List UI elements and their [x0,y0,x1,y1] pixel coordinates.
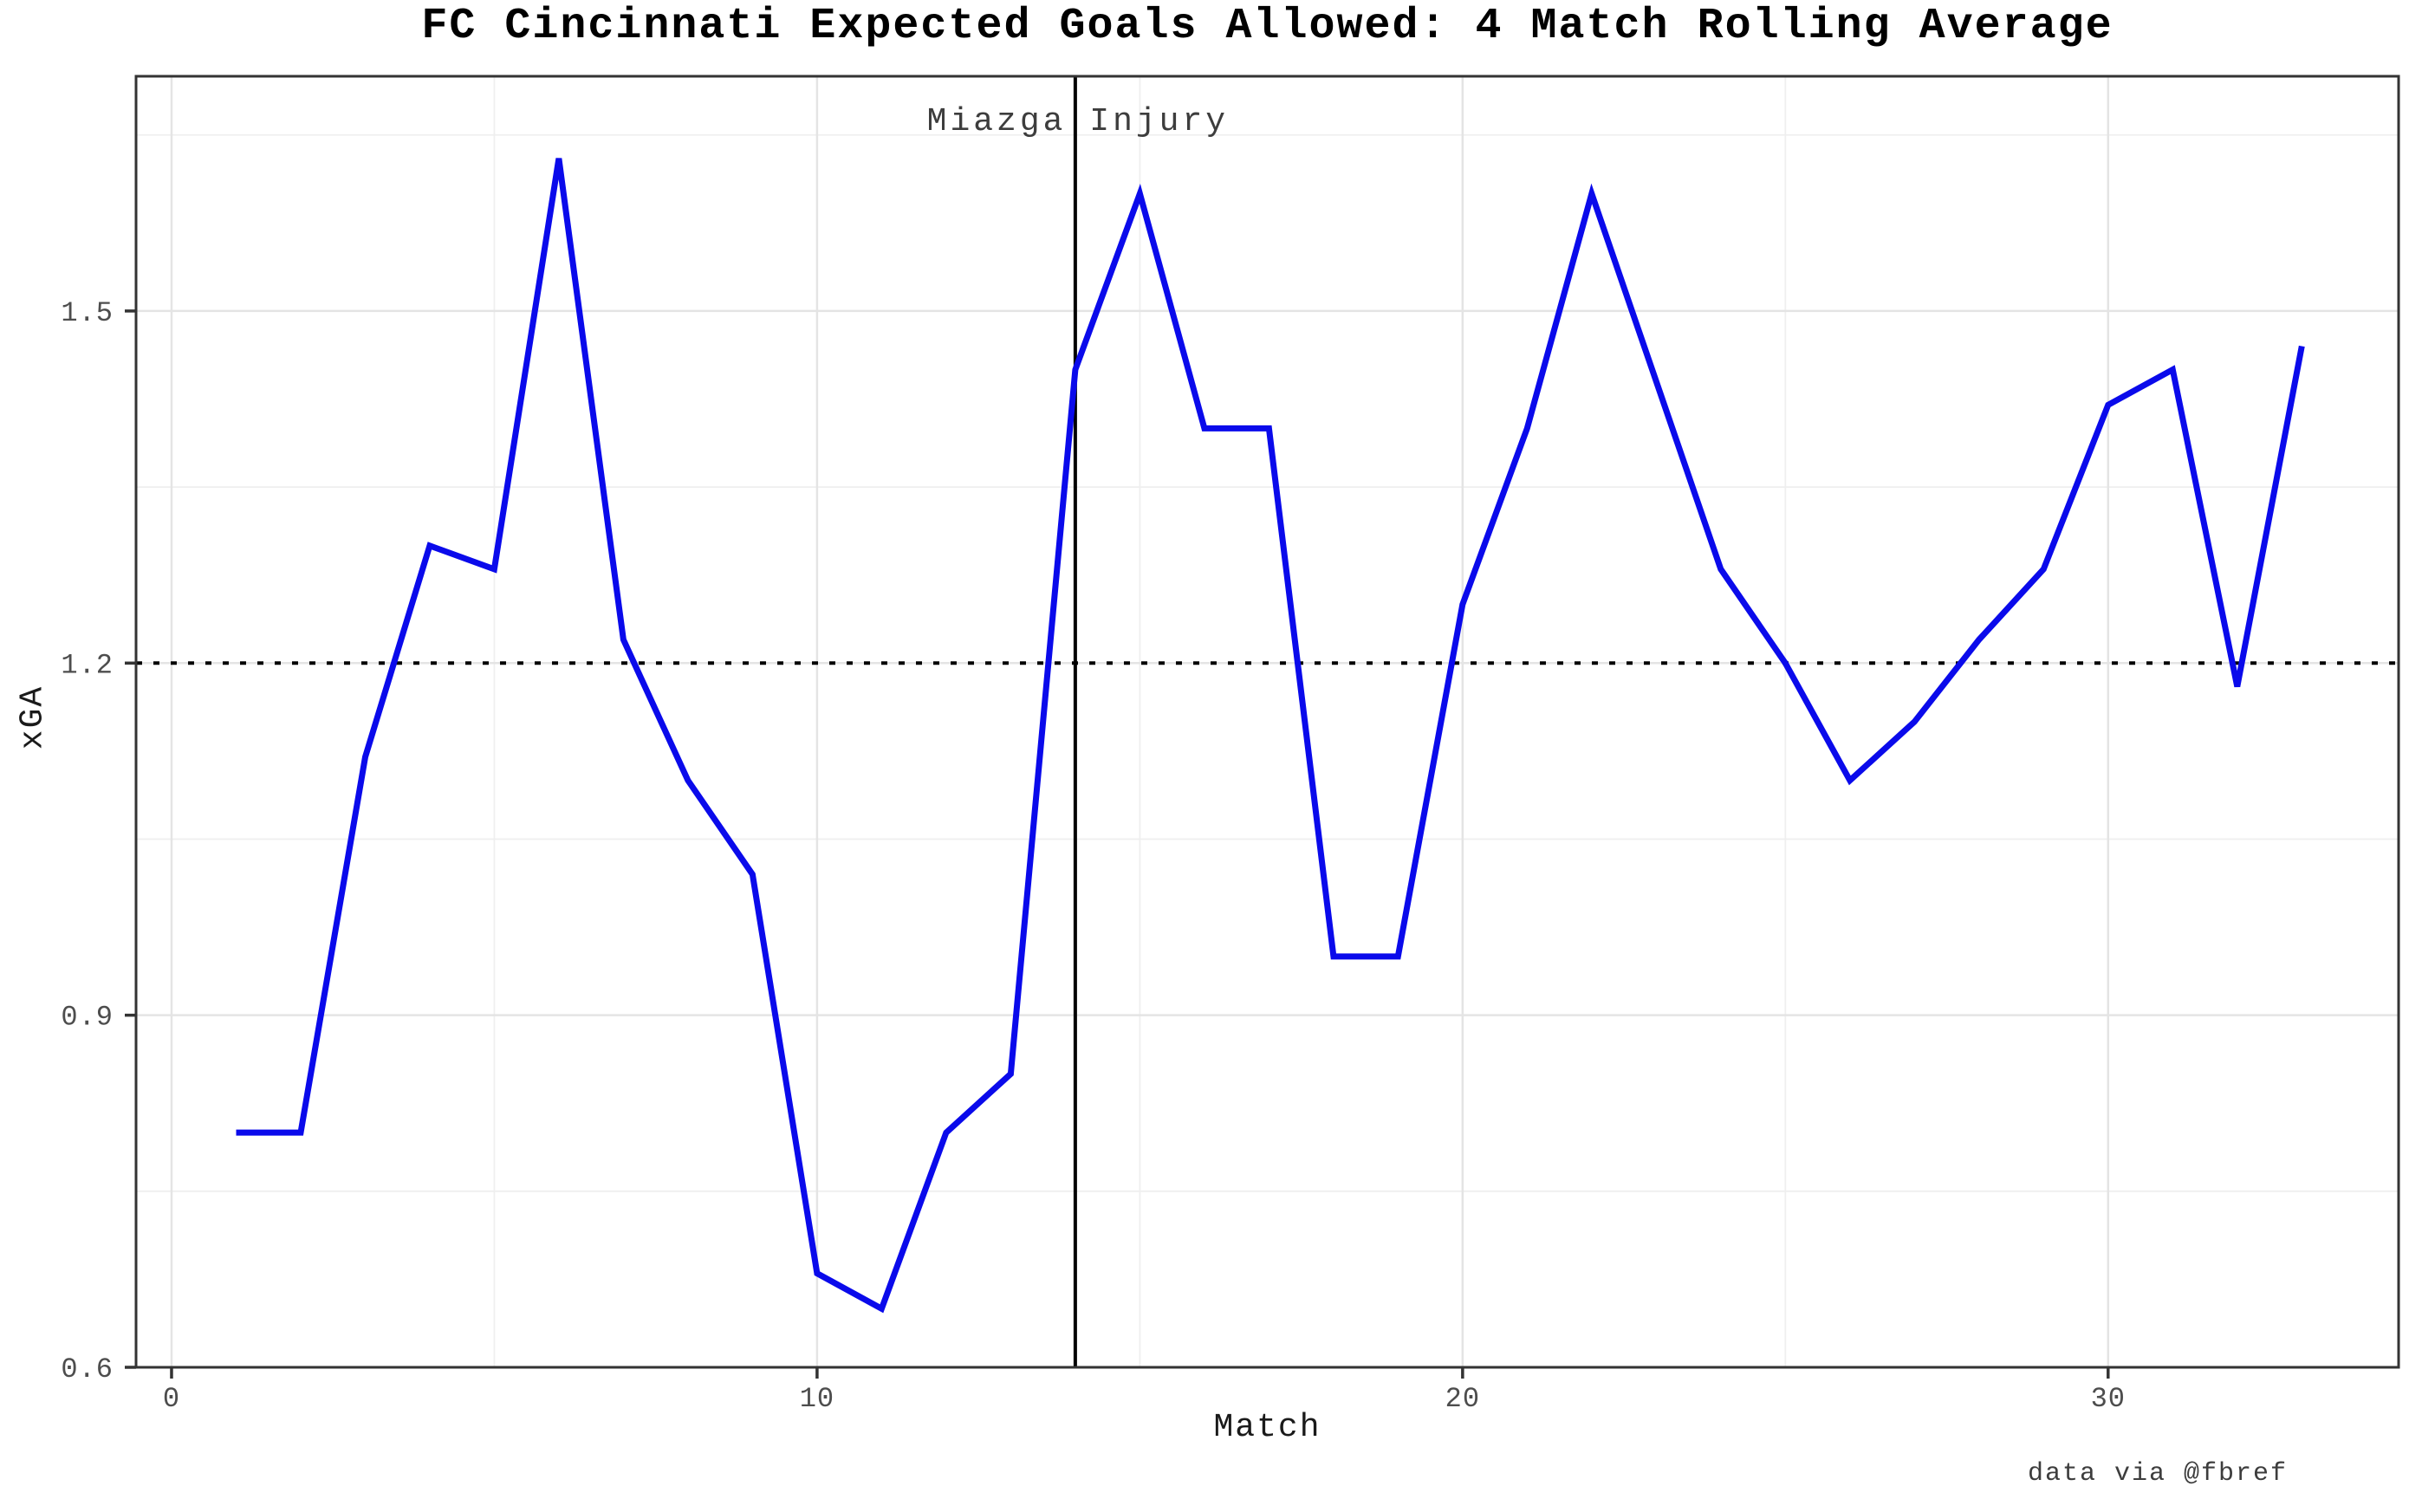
x-tick-label: 30 [2091,1383,2126,1415]
y-axis-title: xGA [14,685,52,750]
xga-series-line [236,158,2305,1314]
x-tick-label: 20 [1445,1383,1480,1415]
annotation-label: Miazga Injury [927,103,1229,140]
chart-title: FC Cincinnati Expected Goals Allowed: 4 … [421,2,2114,51]
panel-background [136,76,2399,1367]
x-tick-label: 10 [800,1383,834,1415]
y-tick-label: 1.2 [61,649,114,681]
x-axis-title: Match [1213,1409,1321,1446]
axis-ticks [125,309,2110,1379]
panel-border [134,75,2400,1369]
x-tick-labels: 0 10 20 30 [163,1383,2126,1415]
y-tick-label: 1.5 [61,297,114,329]
credit-text: data via @fbref [2027,1459,2289,1489]
y-tick-labels: 0.6 0.9 1.2 1.5 [61,297,114,1385]
y-tick-label: 0.9 [61,1002,114,1034]
grid-minor [136,76,2399,1367]
y-tick-label: 0.6 [61,1353,114,1385]
x-tick-label: 0 [163,1383,180,1415]
